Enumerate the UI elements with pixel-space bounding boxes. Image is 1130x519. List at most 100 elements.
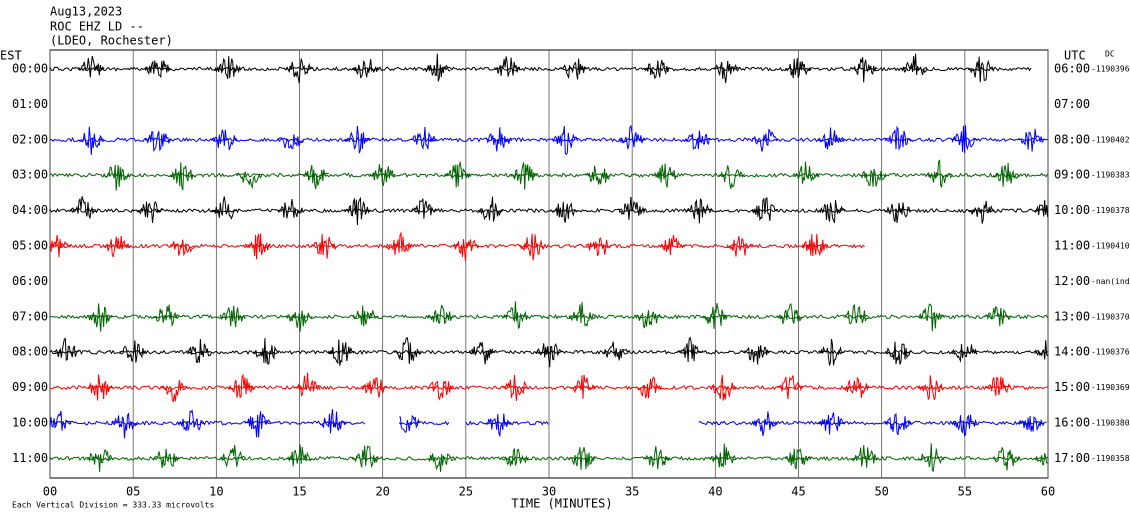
event-burst (327, 339, 355, 366)
event-burst (493, 56, 521, 77)
x-tick-label: 05 (126, 485, 140, 499)
event-burst (78, 126, 105, 155)
event-burst (818, 412, 845, 435)
event-burst (602, 341, 629, 361)
event-burst (710, 375, 737, 401)
utc-time-label: 10:00 (1054, 203, 1090, 217)
event-burst (635, 310, 662, 329)
trace-segment (49, 313, 1048, 320)
event-burst (410, 126, 438, 151)
local-time-label: 10:00 (12, 416, 48, 430)
event-burst (684, 198, 712, 224)
local-time-label: 00:00 (12, 62, 48, 76)
local-time-label: 09:00 (12, 380, 48, 394)
event-burst (210, 129, 238, 151)
event-burst (169, 162, 196, 191)
event-burst (485, 413, 512, 437)
event-burst (343, 125, 371, 154)
event-burst (785, 58, 812, 79)
event-burst (49, 234, 72, 258)
event-burst (551, 125, 579, 156)
event-burst (751, 197, 779, 222)
event-burst (917, 443, 945, 473)
event-burst (551, 201, 579, 223)
event-burst (801, 233, 829, 257)
trace-segment (49, 136, 1048, 143)
event-burst (319, 409, 346, 434)
event-burst (1034, 340, 1049, 360)
event-burst (992, 446, 1020, 471)
event-burst (851, 445, 879, 468)
event-burst (884, 413, 912, 436)
trace-segment (49, 420, 366, 426)
x-tick-label: 20 (375, 485, 389, 499)
event-burst (86, 374, 113, 401)
event-burst (643, 446, 671, 470)
event-burst (784, 448, 812, 470)
event-burst (585, 237, 612, 257)
event-burst (219, 444, 246, 468)
local-time-label: 06:00 (12, 274, 48, 288)
event-burst (352, 305, 379, 327)
event-burst (984, 305, 1012, 327)
event-burst (585, 165, 612, 185)
event-burst (102, 235, 130, 258)
x-tick-label: 40 (708, 485, 722, 499)
event-burst (136, 200, 163, 223)
event-burst (427, 453, 454, 473)
event-burst (227, 373, 255, 398)
event-burst (236, 171, 263, 190)
event-burst (77, 55, 105, 78)
event-burst (177, 409, 205, 432)
trace-segment (49, 207, 1048, 214)
event-burst (568, 447, 596, 470)
event-burst (214, 56, 242, 80)
event-burst (701, 303, 729, 329)
event-burst (535, 343, 562, 368)
event-burst (751, 128, 779, 152)
footnote: Each Vertical Division = 333.33 microvol… (12, 501, 214, 510)
trace-segment (698, 420, 1047, 426)
dc-value: -nan(ind) (1091, 277, 1130, 286)
utc-time-label: 11:00 (1054, 239, 1090, 253)
event-burst (352, 58, 379, 79)
event-burst (793, 161, 820, 184)
event-burst (399, 414, 421, 434)
event-burst (618, 196, 646, 220)
event-burst (651, 163, 679, 188)
local-time-label: 05:00 (12, 239, 48, 253)
local-time-label: 01:00 (12, 97, 48, 111)
event-burst (343, 196, 371, 226)
event-burst (144, 60, 171, 79)
local-time-label: 08:00 (12, 345, 48, 359)
trace-segment (49, 455, 1048, 462)
dc-value: -1190358 (1091, 454, 1130, 463)
local-time-label: 11:00 (12, 451, 48, 465)
x-tick-label: 30 (542, 485, 556, 499)
event-burst (926, 159, 953, 189)
event-burst (502, 301, 529, 330)
event-burst (427, 380, 454, 401)
x-tick-label: 45 (791, 485, 805, 499)
event-burst (713, 60, 740, 84)
event-burst (86, 449, 114, 472)
dc-value: -1190383 (1091, 171, 1130, 180)
right-axis-label: UTC (1064, 49, 1086, 63)
event-burst (385, 231, 413, 255)
trace-segment (49, 349, 1048, 356)
local-time-label: 04:00 (12, 203, 48, 217)
event-burst (951, 343, 978, 363)
event-burst (360, 377, 388, 398)
event-burst (169, 239, 197, 257)
title-line: ROC EHZ LD -- (50, 20, 144, 34)
x-tick-label: 15 (292, 485, 306, 499)
x-tick-label: 10 (209, 485, 223, 499)
event-burst (393, 337, 421, 365)
dc-value: -1190370 (1091, 312, 1130, 321)
event-burst (859, 168, 887, 187)
utc-time-label: 16:00 (1054, 416, 1090, 430)
x-axis-label: TIME (MINUTES) (511, 497, 612, 511)
event-burst (86, 303, 113, 332)
event-burst (510, 162, 538, 190)
